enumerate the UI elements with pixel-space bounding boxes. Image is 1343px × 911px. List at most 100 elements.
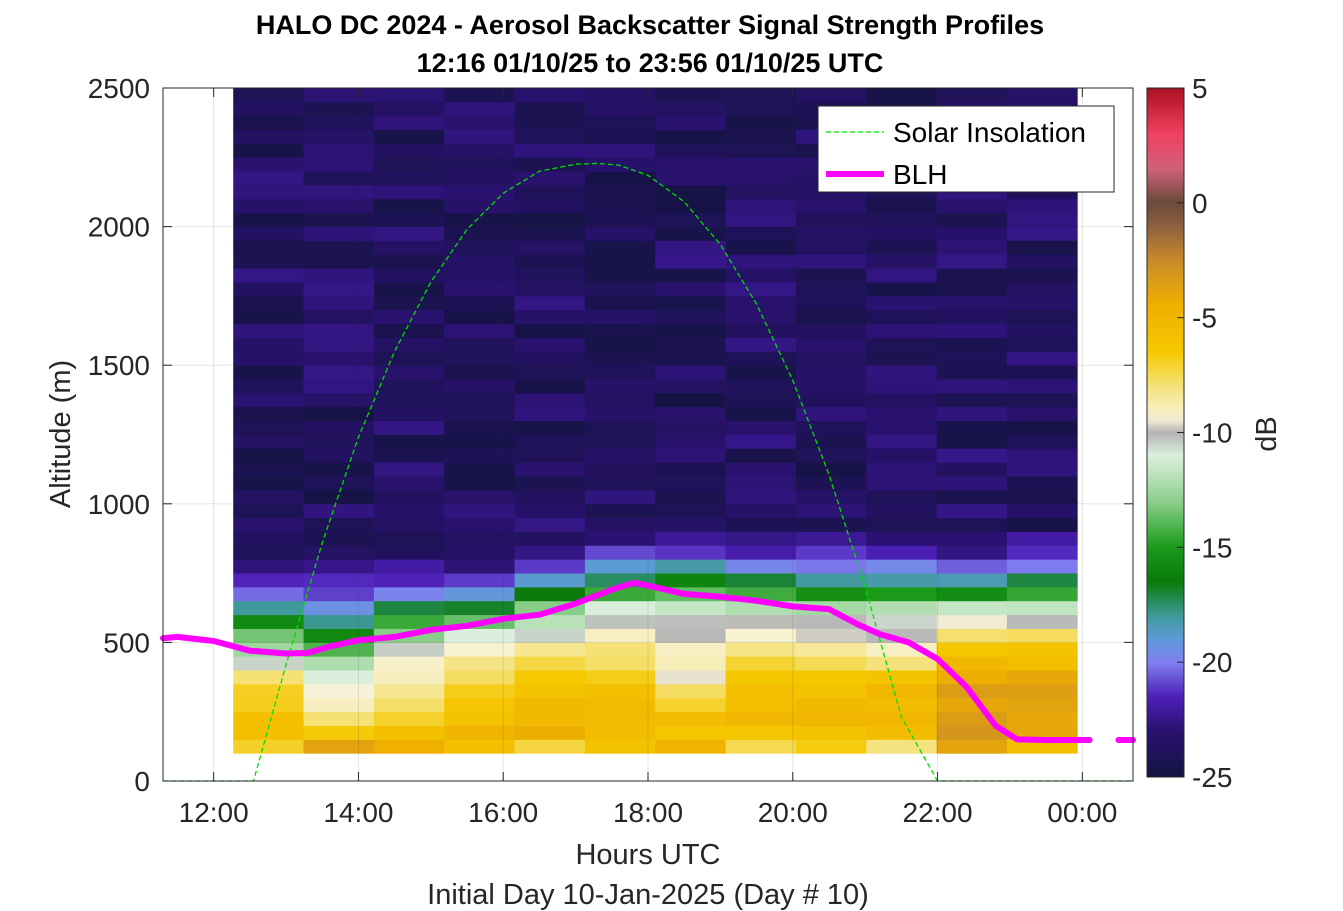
heatmap-cell bbox=[655, 240, 726, 255]
heatmap-cell bbox=[444, 337, 515, 352]
heatmap-cell bbox=[373, 642, 445, 657]
heatmap-cell bbox=[725, 88, 797, 103]
heatmap-cell bbox=[936, 198, 1008, 214]
heatmap-cell bbox=[373, 586, 445, 602]
heatmap-cell bbox=[725, 420, 797, 435]
heatmap-cell bbox=[795, 268, 867, 283]
heatmap-cell bbox=[866, 365, 937, 380]
heatmap-cell bbox=[936, 545, 1008, 560]
heatmap-cell bbox=[655, 434, 726, 449]
heatmap-cell bbox=[514, 739, 586, 754]
heatmap-cell bbox=[373, 725, 445, 740]
heatmap-cell bbox=[373, 143, 445, 158]
heatmap-cell bbox=[303, 254, 375, 269]
heatmap-cell bbox=[866, 628, 937, 643]
colorbar-tick-label: -10 bbox=[1192, 418, 1232, 449]
heatmap-cell bbox=[303, 600, 375, 616]
heatmap-cell bbox=[514, 212, 586, 227]
heatmap-cell bbox=[584, 212, 656, 227]
heatmap-cell bbox=[795, 448, 867, 463]
heatmap-cell bbox=[373, 198, 445, 214]
y-tick-label: 2500 bbox=[88, 73, 150, 104]
heatmap-cell bbox=[373, 683, 445, 699]
heatmap-cell bbox=[725, 697, 797, 713]
heatmap-cell bbox=[1006, 725, 1078, 740]
solar-insolation-line bbox=[163, 162, 1133, 782]
heatmap-cell bbox=[936, 476, 1008, 491]
heatmap-cell bbox=[514, 448, 586, 463]
heatmap-cell bbox=[303, 656, 375, 671]
heatmap-cell bbox=[373, 88, 445, 103]
heatmap-cell bbox=[303, 143, 375, 158]
heatmap-cell bbox=[1006, 489, 1078, 505]
heatmap-cell bbox=[233, 309, 304, 325]
heatmap-cell bbox=[233, 129, 304, 144]
heatmap-cell bbox=[444, 476, 515, 491]
heatmap-cell bbox=[514, 171, 586, 186]
heatmap-cell bbox=[936, 600, 1008, 616]
heatmap-cell bbox=[444, 282, 515, 297]
heatmap-cell bbox=[373, 309, 445, 325]
heatmap-cell bbox=[655, 656, 726, 671]
heatmap-cell bbox=[373, 282, 445, 297]
heatmap-cell bbox=[584, 670, 656, 685]
heatmap-cell bbox=[303, 489, 375, 505]
heatmap-cell bbox=[584, 185, 656, 200]
heatmap-cell bbox=[444, 600, 515, 616]
colorbar: 5 0 -5 -10 -15 -20 -25 dB bbox=[1146, 73, 1283, 793]
heatmap-cell bbox=[514, 129, 586, 144]
heatmap-cell bbox=[866, 683, 937, 699]
heatmap-cell bbox=[233, 420, 304, 435]
heatmap-cell bbox=[866, 254, 937, 269]
heatmap-cell bbox=[514, 143, 586, 158]
heatmap-cell bbox=[584, 545, 656, 560]
heatmap-cell bbox=[373, 517, 445, 532]
heatmap-cell bbox=[1006, 323, 1078, 338]
heatmap-cell bbox=[725, 489, 797, 505]
heatmap-cell bbox=[303, 212, 375, 227]
heatmap-cell bbox=[303, 101, 375, 117]
heatmap-cell bbox=[373, 157, 445, 172]
heatmap-cell bbox=[866, 379, 937, 394]
heatmap-cell bbox=[936, 573, 1008, 588]
heatmap-cell bbox=[303, 171, 375, 186]
heatmap-cell bbox=[233, 226, 304, 241]
y-axis-label: Altitude (m) bbox=[45, 360, 77, 508]
heatmap-cell bbox=[936, 642, 1008, 657]
heatmap-cell bbox=[795, 531, 867, 546]
heatmap-cell bbox=[655, 697, 726, 713]
x-tick-label: 16:00 bbox=[468, 797, 538, 828]
heatmap-cell bbox=[584, 157, 656, 172]
heatmap-cell bbox=[303, 739, 375, 754]
heatmap-cell bbox=[655, 420, 726, 435]
heatmap-cell bbox=[936, 517, 1008, 532]
heatmap-cell bbox=[514, 489, 586, 505]
heatmap-cell bbox=[514, 226, 586, 241]
heatmap-cell bbox=[233, 531, 304, 546]
heatmap-cell bbox=[655, 628, 726, 643]
heatmap-cell bbox=[866, 337, 937, 352]
heatmap-cell bbox=[233, 351, 304, 366]
heatmap-cell bbox=[936, 254, 1008, 269]
heatmap-cell bbox=[866, 392, 937, 408]
heatmap-cell bbox=[584, 351, 656, 366]
heatmap-cell bbox=[655, 739, 726, 754]
heatmap-cell bbox=[584, 240, 656, 255]
heatmap-cell bbox=[444, 420, 515, 435]
heatmap-cell bbox=[514, 697, 586, 713]
heatmap-cell bbox=[514, 198, 586, 214]
heatmap-cell bbox=[373, 711, 445, 726]
heatmap-cell bbox=[514, 88, 586, 103]
heatmap-cell bbox=[303, 365, 375, 380]
heatmap-cell bbox=[584, 531, 656, 546]
heatmap-cell bbox=[655, 379, 726, 394]
heatmap-cell bbox=[1006, 683, 1078, 699]
heatmap-cell bbox=[866, 531, 937, 546]
heatmap-cell bbox=[866, 656, 937, 671]
heatmap-cell bbox=[233, 171, 304, 186]
heatmap-cell bbox=[936, 212, 1008, 227]
heatmap-cell bbox=[233, 392, 304, 408]
heatmap-cell bbox=[725, 365, 797, 380]
x-axis-label: Hours UTC bbox=[575, 839, 720, 871]
heatmap-cell bbox=[514, 101, 586, 117]
